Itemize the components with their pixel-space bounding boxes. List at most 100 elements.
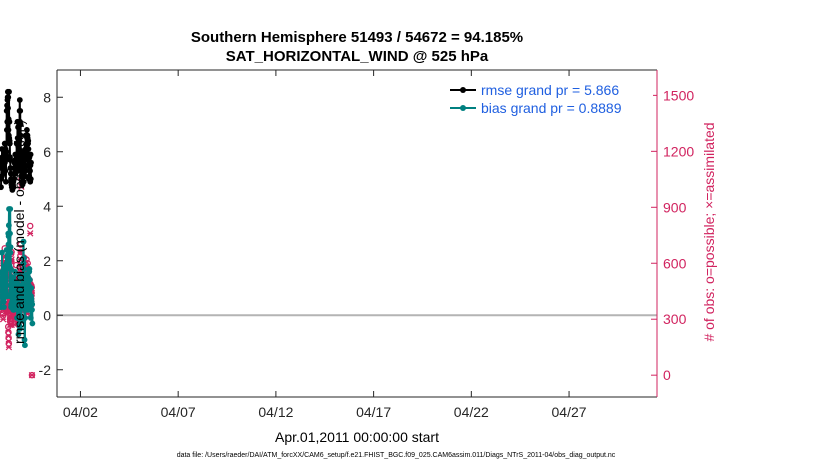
x-tick-label: 04/07 xyxy=(161,404,196,420)
legend-rmse-label: rmse grand pr = 5.866 xyxy=(481,82,619,98)
bias-point xyxy=(29,306,35,313)
legend-box xyxy=(445,82,653,120)
rmse-point xyxy=(5,94,12,101)
x-axis-label: Apr.01,2011 00:00:00 start xyxy=(275,429,439,445)
rmse-point xyxy=(22,167,29,174)
bias-point xyxy=(29,301,36,308)
plot-area xyxy=(57,70,657,397)
bias-point xyxy=(28,285,35,291)
rmse-point xyxy=(7,157,14,163)
rmse-point xyxy=(1,140,8,147)
rmse-point xyxy=(16,97,23,103)
y-left-tick-label: 6 xyxy=(43,144,51,160)
y-left-tick-label: 0 xyxy=(43,307,51,323)
bias-point xyxy=(7,206,14,212)
legend-rmse-marker xyxy=(460,87,466,93)
rmse-point xyxy=(6,118,13,125)
bias-point xyxy=(21,255,27,261)
bias-point xyxy=(20,238,27,245)
series-layer xyxy=(0,88,36,379)
bias-point xyxy=(21,336,28,343)
rmse-point xyxy=(27,151,34,158)
rmse-point xyxy=(2,167,9,174)
legend-bias-marker xyxy=(460,105,466,111)
bias-point xyxy=(7,249,14,256)
x-tick-label: 04/22 xyxy=(454,404,489,420)
obs-assimilated-point xyxy=(0,315,7,323)
obs-possible-point xyxy=(26,222,34,230)
rmse-point xyxy=(5,105,11,112)
axes-layer: 04/02 04/07 04/12 04/17 04/22 04/27 -2 0 2 4 6 8 0 30… xyxy=(39,69,694,420)
bias-point xyxy=(0,298,7,305)
bias-point xyxy=(1,304,7,310)
rmse-point xyxy=(23,127,30,133)
x-tick-label: 04/17 xyxy=(356,404,391,420)
rmse-point xyxy=(6,140,13,147)
rmse-point xyxy=(15,143,22,150)
bias-point xyxy=(14,315,20,321)
bias-point xyxy=(26,266,33,272)
rmse-point xyxy=(6,88,12,95)
y-right-tick-label: 900 xyxy=(663,199,687,215)
rmse-point xyxy=(5,127,12,133)
bias-point xyxy=(27,315,34,321)
y-left-tick-label: 8 xyxy=(43,89,51,105)
rmse-point xyxy=(25,137,32,144)
bias-point xyxy=(22,315,29,321)
y-right-tick-label: 0 xyxy=(663,367,671,383)
rmse-point xyxy=(28,159,34,166)
rmse-point xyxy=(25,146,32,152)
y-right-tick-label: 1200 xyxy=(663,143,694,159)
bias-point xyxy=(7,230,13,237)
rmse-point xyxy=(16,137,23,144)
rmse-point xyxy=(3,148,10,155)
rmse-point xyxy=(27,176,34,182)
y-left-tick-label: 2 xyxy=(43,253,51,269)
rmse-point xyxy=(27,167,33,174)
bias-point xyxy=(5,222,12,229)
x-tick-label: 04/02 xyxy=(63,404,98,420)
bias-point xyxy=(18,282,25,289)
bias-point xyxy=(3,282,10,289)
obs-assimilated-point xyxy=(5,327,12,334)
rmse-point xyxy=(3,178,9,185)
bias-point xyxy=(21,266,28,272)
y-axis-left-label: rmse and bias (model - observation) xyxy=(11,120,27,344)
bias-point xyxy=(19,296,26,302)
rmse-point xyxy=(17,107,24,114)
obs-assimilated-point xyxy=(5,343,13,351)
y-right-tick-label: 600 xyxy=(663,255,687,271)
bias-point xyxy=(22,342,28,349)
obs-assimilated-point xyxy=(5,338,12,345)
rmse-point xyxy=(17,132,24,139)
x-tick-label: 04/27 xyxy=(552,404,587,420)
legend: rmse grand pr = 5.866 bias grand pr = 0.… xyxy=(445,82,653,120)
y-right-tick-label: 300 xyxy=(663,311,687,327)
obs-assimilated-point xyxy=(26,230,34,237)
obs-assimilated-point xyxy=(28,371,36,379)
obs-assimilated-point xyxy=(5,332,12,340)
y-left-tick-label: 4 xyxy=(43,198,51,214)
rmse-point xyxy=(20,178,27,185)
bias-point xyxy=(15,331,22,338)
y-axis-right-label: # of obs: o=possible; ×=assimilated xyxy=(701,122,717,341)
bias-point xyxy=(26,276,33,283)
bias-point xyxy=(2,276,9,283)
chart-title-line2: SAT_HORIZONTAL_WIND @ 525 hPa xyxy=(226,48,489,65)
bias-point xyxy=(20,260,27,267)
legend-bias-label: bias grand pr = 0.8889 xyxy=(481,100,622,116)
bias-point xyxy=(0,249,5,256)
rmse-point xyxy=(17,121,24,128)
rmse-point xyxy=(11,176,18,182)
bias-point xyxy=(17,325,23,332)
rmse-point xyxy=(10,184,17,191)
rmse-point xyxy=(0,184,4,191)
footer-data-file: data file: /Users/raeder/DAI/ATM_forcXX/… xyxy=(177,452,616,459)
bias-point xyxy=(7,244,14,251)
bias-point xyxy=(29,320,36,327)
plot-background xyxy=(57,70,657,397)
chart-title-line1: Southern Hemisphere 51493 / 54672 = 94.1… xyxy=(191,29,523,46)
y-right-tick-label: 1500 xyxy=(663,87,694,103)
y-left-tick-label: -2 xyxy=(39,362,52,378)
